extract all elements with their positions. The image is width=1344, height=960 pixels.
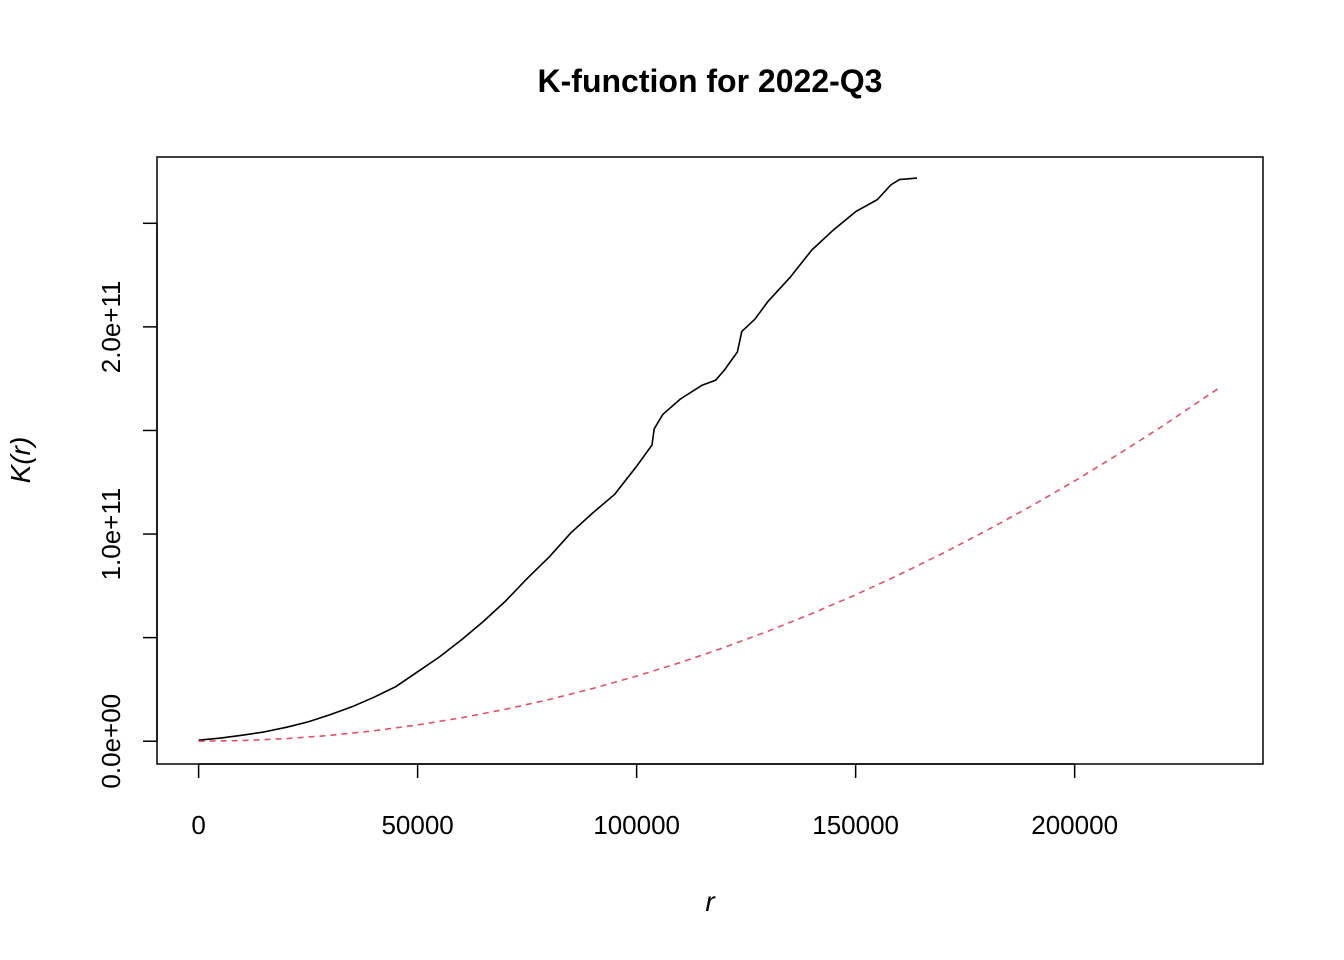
y-tick-label: 2.0e+11 <box>96 280 126 373</box>
chart-title: K-function for 2022-Q3 <box>538 63 883 99</box>
series-line-observed <box>198 177 918 741</box>
x-axis: 0 50000 100000 150000 200000 <box>191 763 1118 840</box>
x-axis-label: r <box>705 886 716 917</box>
y-tick-label: 1.0e+11 <box>96 488 126 581</box>
y-axis-label: K(r) <box>5 437 36 484</box>
y-tick-label: 0.0e+00 <box>96 694 126 789</box>
x-tick-label: 200000 <box>1031 810 1118 840</box>
series-line-theoretical <box>198 387 1220 742</box>
x-tick-label: 150000 <box>812 810 899 840</box>
plot-frame <box>156 156 1264 765</box>
x-tick-label: 0 <box>191 810 205 840</box>
x-tick-label: 100000 <box>593 810 680 840</box>
series-layer <box>198 177 1220 742</box>
y-axis: 0.0e+00 1.0e+11 2.0e+11 <box>96 222 158 789</box>
x-tick-label: 50000 <box>381 810 453 840</box>
